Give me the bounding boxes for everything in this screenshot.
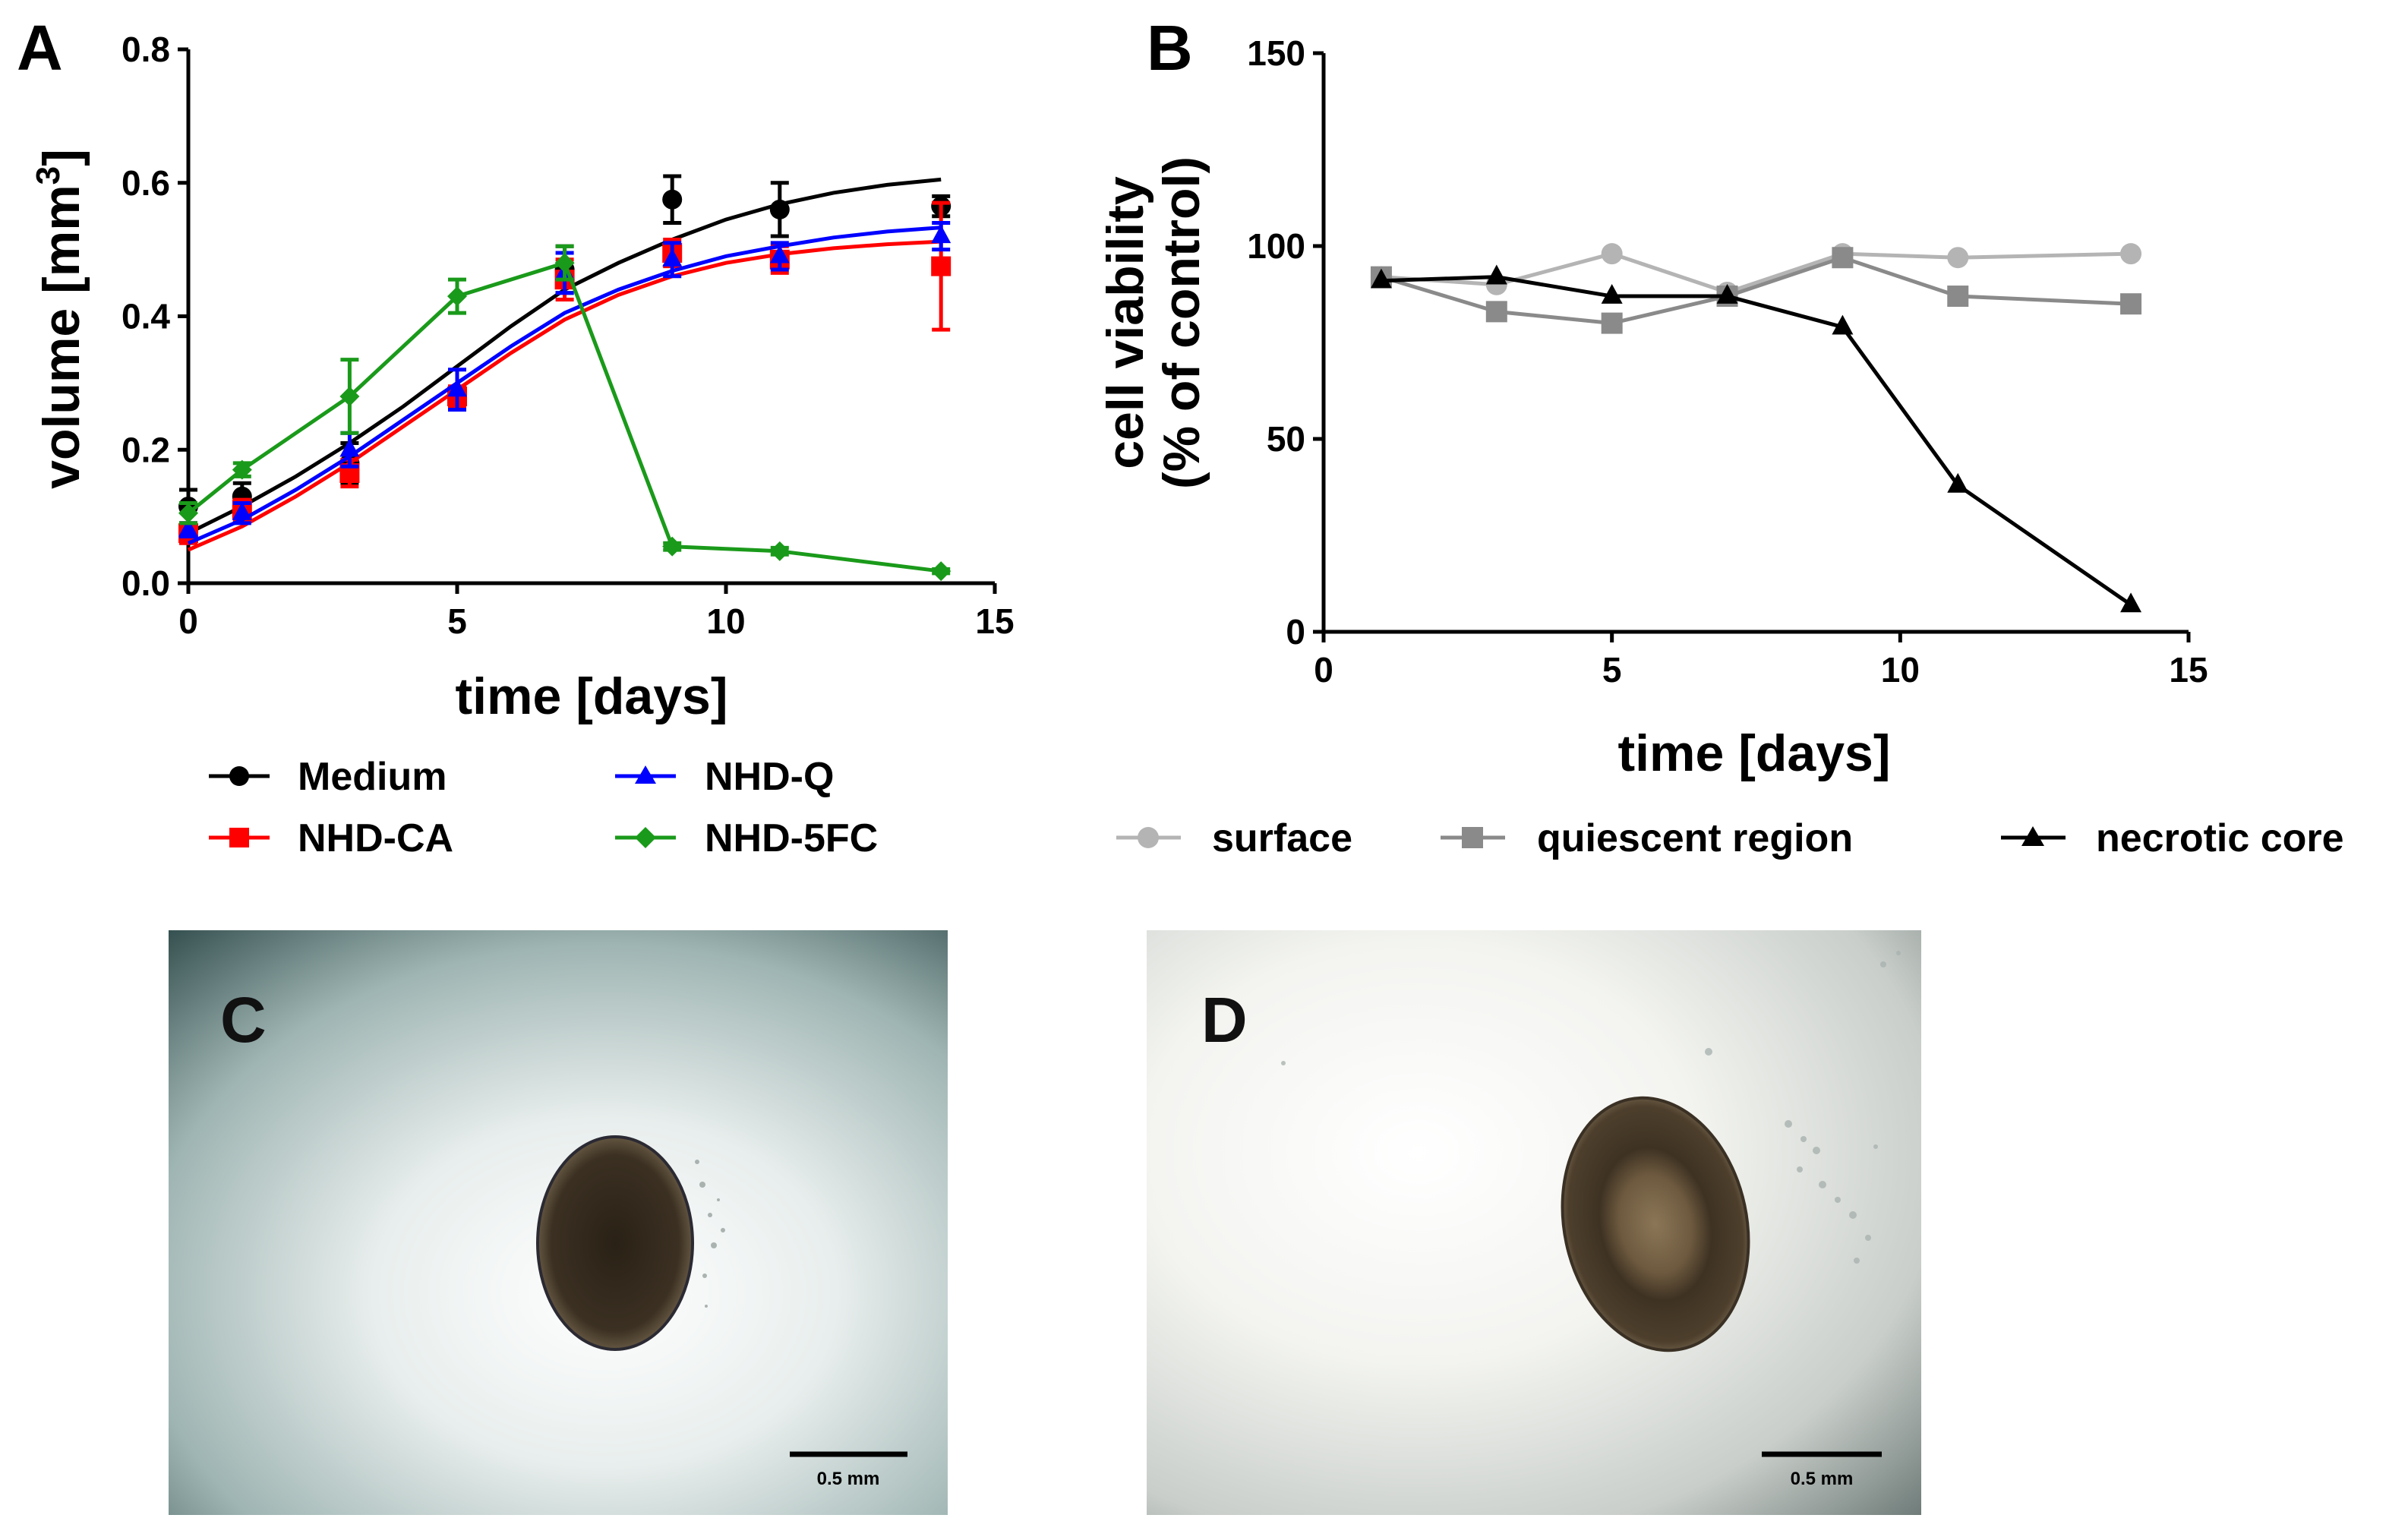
data-point-necrotic-core <box>1832 314 1854 335</box>
data-point-nhd-q <box>931 225 952 244</box>
x-tick-label: 0 <box>178 601 198 641</box>
x-tick-label: 10 <box>706 601 745 641</box>
data-point-necrotic-core <box>2120 592 2142 613</box>
data-point-nhd-5fc <box>178 503 198 523</box>
data-point-nhd-5fc <box>662 536 683 557</box>
legend-label-necrotic-core: necrotic core <box>2096 816 2344 860</box>
debris-c <box>695 1160 725 1308</box>
fit-line-medium <box>187 177 942 535</box>
data-point-nhd-5fc <box>769 541 790 561</box>
series-quiescent-region <box>1370 247 2142 334</box>
panel-label-d: D <box>1201 984 1248 1056</box>
data-point-nhd-q <box>662 248 683 267</box>
y-tick-label: 0 <box>1286 612 1305 652</box>
y-tick-label: 0.4 <box>122 297 170 336</box>
legend-label-nhd-q: NHD-Q <box>705 755 834 799</box>
data-point-nhd-q <box>447 378 467 397</box>
data-point-nhd-q <box>769 245 790 264</box>
x-tick-label: 15 <box>2169 650 2208 690</box>
y-tick-label: 150 <box>1247 33 1305 73</box>
legend-item-nhd-q: NHD-Q <box>615 755 834 799</box>
data-point-quiescent-region <box>2120 293 2142 315</box>
data-point-nhd-5fc <box>447 286 467 307</box>
chart-b-ylabel-line2: (% of control) <box>1153 156 1210 489</box>
chart-b: 0 50 100 150 0 5 10 15 <box>1247 33 2208 690</box>
series-surface <box>1370 243 2142 303</box>
panel-label-b: B <box>1147 12 1193 84</box>
data-point-surface <box>1601 243 1623 265</box>
legend-label-nhd-ca: NHD-CA <box>298 816 453 860</box>
data-point-nhd-ca <box>931 256 952 276</box>
panel-label-a: A <box>17 12 63 84</box>
series-line-nhd-5fc <box>187 260 942 573</box>
y-tick-label: 0.8 <box>122 30 170 69</box>
legend-item-nhd-5fc: NHD-5FC <box>615 816 878 860</box>
data-point-medium <box>662 189 683 210</box>
data-point-nhd-q <box>178 518 198 537</box>
chart-a-legend: Medium NHD-CA NHD-Q NHD-5FC <box>209 755 878 860</box>
data-point-necrotic-core <box>1601 283 1623 304</box>
data-point-surface <box>2120 243 2142 265</box>
y-tick-label: 100 <box>1247 226 1305 266</box>
y-tick-label: 0.0 <box>122 563 170 603</box>
data-point-necrotic-core <box>1716 283 1738 304</box>
x-tick-label: 0 <box>1314 650 1333 690</box>
legend-item-surface: surface <box>1116 816 1352 860</box>
fit-line-nhd-q <box>188 226 942 545</box>
y-tick-label: 50 <box>1267 419 1305 459</box>
scale-bar-label-d: 0.5 mm <box>1791 1469 1854 1489</box>
data-point-quiescent-region <box>1601 312 1623 334</box>
data-point-nhd-q <box>339 438 360 457</box>
legend-label-nhd-5fc: NHD-5FC <box>705 816 878 860</box>
x-tick-label: 10 <box>1881 650 1920 690</box>
x-tick-label: 5 <box>1602 650 1622 690</box>
scale-bar-label-c: 0.5 mm <box>817 1469 880 1489</box>
data-point-nhd-5fc <box>554 253 575 273</box>
y-tick-label: 0.2 <box>122 430 170 469</box>
legend-item-quiescent-region: quiescent region <box>1441 816 1853 860</box>
debris-d <box>1281 951 1901 1264</box>
chart-b-ylabel: cell viability (% of control) <box>1097 156 1210 489</box>
legend-label-surface: surface <box>1212 816 1352 860</box>
x-tick-label: 15 <box>975 601 1014 641</box>
data-point-nhd-5fc <box>232 459 252 480</box>
spheroid-c-body <box>536 1135 694 1351</box>
data-point-medium <box>769 199 790 219</box>
legend-item-medium: Medium <box>209 755 447 799</box>
legend-item-nhd-ca: NHD-CA <box>209 816 453 860</box>
x-tick-label: 5 <box>447 601 467 641</box>
y-tick-label: 0.6 <box>122 163 170 203</box>
chart-a-ylabel: volume [mm3] <box>30 149 90 489</box>
series-necrotic-core <box>1370 264 2142 613</box>
data-point-necrotic-core <box>1370 268 1392 289</box>
chart-a-xlabel: time [days] <box>456 668 728 725</box>
micrograph-c: C 0.5 mm <box>169 930 948 1515</box>
legend-label-quiescent-region: quiescent region <box>1537 816 1853 860</box>
data-point-quiescent-region <box>1832 247 1854 269</box>
chart-b-xlabel: time [days] <box>1618 724 1891 782</box>
data-point-surface <box>1947 247 1969 269</box>
data-point-necrotic-core <box>1485 264 1507 285</box>
data-point-nhd-5fc <box>931 561 952 582</box>
fit-line-nhd-ca <box>188 239 942 552</box>
series-nhd-5fc <box>178 244 952 582</box>
legend-item-necrotic-core: necrotic core <box>2001 816 2344 860</box>
data-point-necrotic-core <box>1947 472 1969 493</box>
chart-a: 0.0 0.2 0.4 0.6 0.8 0 5 10 15 <box>122 30 1015 641</box>
series-medium <box>178 174 952 535</box>
spheroid-d-body <box>1561 1096 1750 1352</box>
data-point-nhd-5fc <box>339 386 360 406</box>
chart-b-ylabel-line1: cell viability <box>1097 176 1154 469</box>
data-point-nhd-q <box>232 501 252 520</box>
series-line-necrotic-core <box>1381 275 2132 607</box>
panel-label-c: C <box>220 984 267 1056</box>
micrograph-d: D 0.5 mm <box>1147 930 1921 1515</box>
legend-label-medium: Medium <box>298 755 447 799</box>
data-point-quiescent-region <box>1485 301 1507 323</box>
chart-b-legend: surface quiescent region necrotic core <box>1116 816 2344 860</box>
data-point-quiescent-region <box>1947 286 1969 308</box>
